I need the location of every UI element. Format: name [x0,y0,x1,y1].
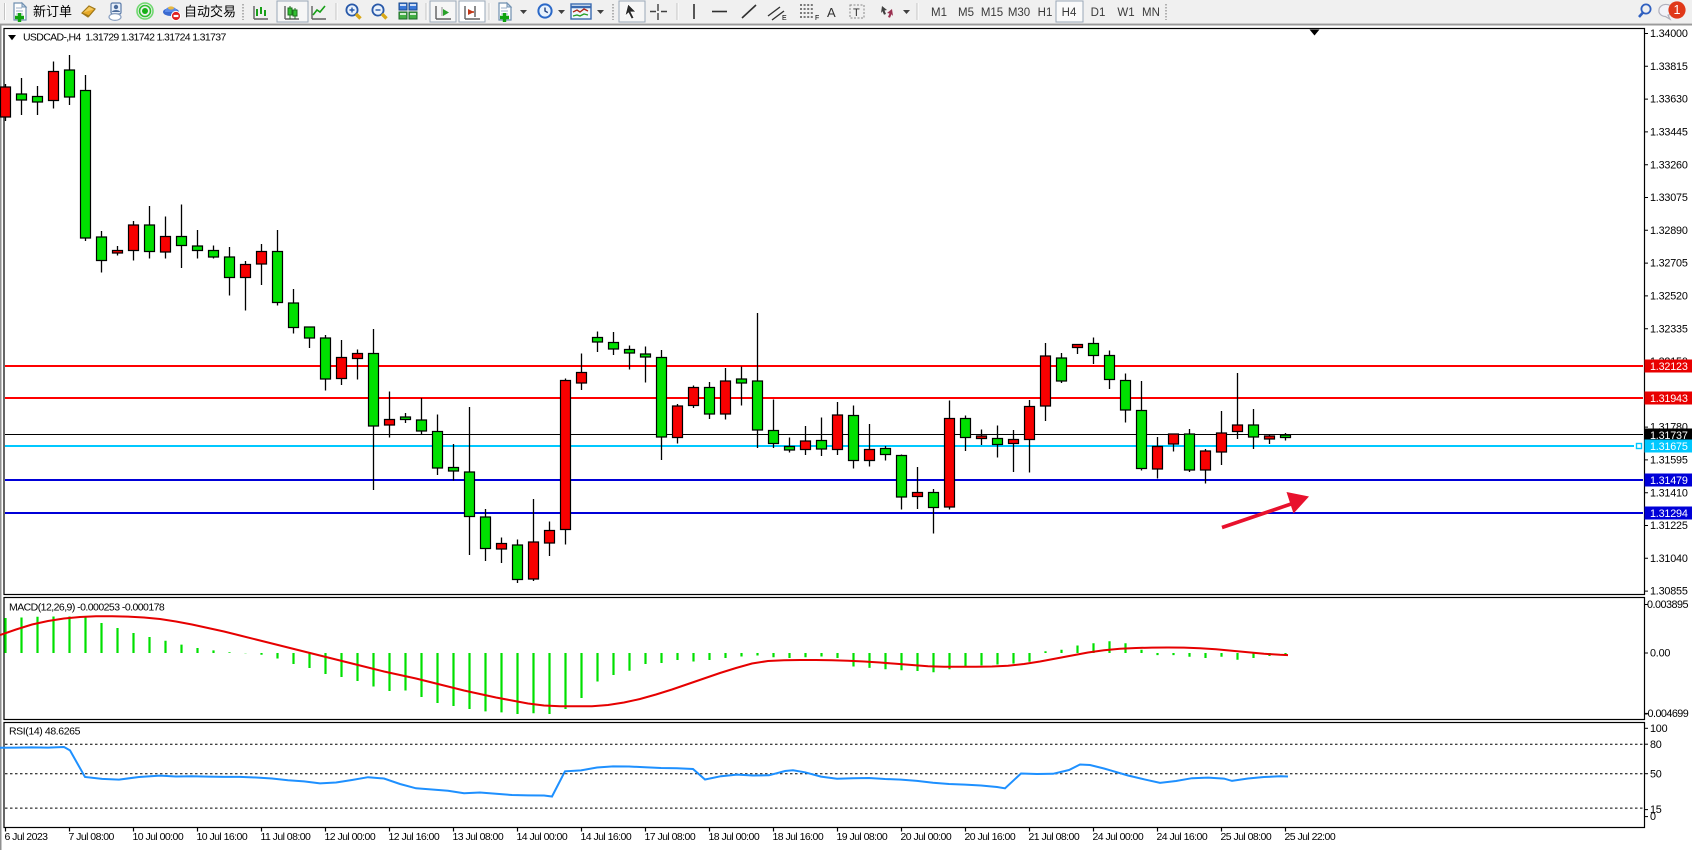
svg-text:1.31675: 1.31675 [1650,441,1688,453]
svg-text:12 Jul 00:00: 12 Jul 00:00 [325,831,376,843]
svg-text:19 Jul 08:00: 19 Jul 08:00 [837,831,888,843]
svg-text:10 Jul 16:00: 10 Jul 16:00 [197,831,248,843]
svg-text:A: A [827,5,836,20]
svg-text:20 Jul 16:00: 20 Jul 16:00 [965,831,1016,843]
svg-text:1.31040: 1.31040 [1650,553,1688,565]
svg-text:MACD(12,26,9) -0.000253 -0.000: MACD(12,26,9) -0.000253 -0.000178 [9,602,165,614]
svg-text:24 Jul 16:00: 24 Jul 16:00 [1157,831,1208,843]
svg-text:0.003895: 0.003895 [1647,599,1689,611]
svg-text:H4: H4 [1062,7,1077,19]
svg-text:25 Jul 22:00: 25 Jul 22:00 [1285,831,1336,843]
svg-text:1.31479: 1.31479 [1650,475,1688,487]
svg-text:F: F [815,15,819,22]
svg-text:1.33815: 1.33815 [1650,61,1688,73]
svg-text:RSI(14) 48.6265: RSI(14) 48.6265 [9,726,81,738]
svg-text:10 Jul 00:00: 10 Jul 00:00 [133,831,184,843]
svg-text:1.31225: 1.31225 [1650,520,1688,532]
svg-text:1.32520: 1.32520 [1650,291,1688,303]
svg-text:1.31410: 1.31410 [1650,487,1688,499]
svg-text:17 Jul 08:00: 17 Jul 08:00 [645,831,696,843]
svg-text:USDCAD-,H4 1.31729 1.31742 1.: USDCAD-,H4 1.31729 1.31742 1.31724 1.317… [23,32,226,44]
svg-text:21 Jul 08:00: 21 Jul 08:00 [1029,831,1080,843]
svg-text:24 Jul 00:00: 24 Jul 00:00 [1093,831,1144,843]
svg-text:1.33445: 1.33445 [1650,127,1688,139]
svg-text:1.30855: 1.30855 [1650,586,1688,598]
svg-text:1.33260: 1.33260 [1650,159,1688,171]
svg-text:18 Jul 16:00: 18 Jul 16:00 [773,831,824,843]
svg-text:11 Jul 08:00: 11 Jul 08:00 [261,831,312,843]
svg-text:M15: M15 [981,7,1003,19]
svg-text:1.32123: 1.32123 [1650,361,1688,373]
svg-text:1.31294: 1.31294 [1650,508,1688,520]
svg-text:0: 0 [1650,811,1656,823]
svg-text:1.34000: 1.34000 [1650,28,1688,40]
svg-text:18 Jul 00:00: 18 Jul 00:00 [709,831,760,843]
svg-text:1.31595: 1.31595 [1650,455,1688,467]
svg-text:12 Jul 16:00: 12 Jul 16:00 [389,831,440,843]
svg-text:H1: H1 [1038,7,1053,19]
svg-text:50: 50 [1650,768,1662,780]
svg-text:M30: M30 [1008,7,1030,19]
svg-text:1: 1 [1674,3,1681,17]
svg-text:14 Jul 16:00: 14 Jul 16:00 [581,831,632,843]
svg-text:W1: W1 [1117,7,1134,19]
svg-text:100: 100 [1650,723,1668,735]
svg-text:自动交易: 自动交易 [184,4,236,19]
svg-text:1.31943: 1.31943 [1650,393,1688,405]
svg-text:1.32335: 1.32335 [1650,323,1688,335]
svg-text:1.33075: 1.33075 [1650,192,1688,204]
svg-text:14 Jul 00:00: 14 Jul 00:00 [517,831,568,843]
svg-text:15: 15 [1650,804,1662,816]
svg-text:1.31737: 1.31737 [1650,430,1688,442]
svg-text:7 Jul 08:00: 7 Jul 08:00 [69,831,115,843]
svg-text:80: 80 [1650,739,1662,751]
svg-text:13 Jul 08:00: 13 Jul 08:00 [453,831,504,843]
svg-text:E: E [782,15,787,22]
svg-text:6 Jul 2023: 6 Jul 2023 [5,831,49,843]
svg-text:1.32890: 1.32890 [1650,225,1688,237]
svg-text:D1: D1 [1091,7,1106,19]
svg-text:1.32705: 1.32705 [1650,258,1688,270]
svg-text:1.33630: 1.33630 [1650,94,1688,106]
svg-text:MN: MN [1142,7,1160,19]
svg-text:25 Jul 08:00: 25 Jul 08:00 [1221,831,1272,843]
svg-text:新订单: 新订单 [33,4,72,19]
svg-text:0.00: 0.00 [1650,648,1670,660]
svg-text:20 Jul 00:00: 20 Jul 00:00 [901,831,952,843]
svg-text:M1: M1 [931,7,947,19]
svg-text:T: T [853,7,860,19]
svg-text:-0.004699: -0.004699 [1645,708,1689,720]
svg-text:M5: M5 [958,7,974,19]
